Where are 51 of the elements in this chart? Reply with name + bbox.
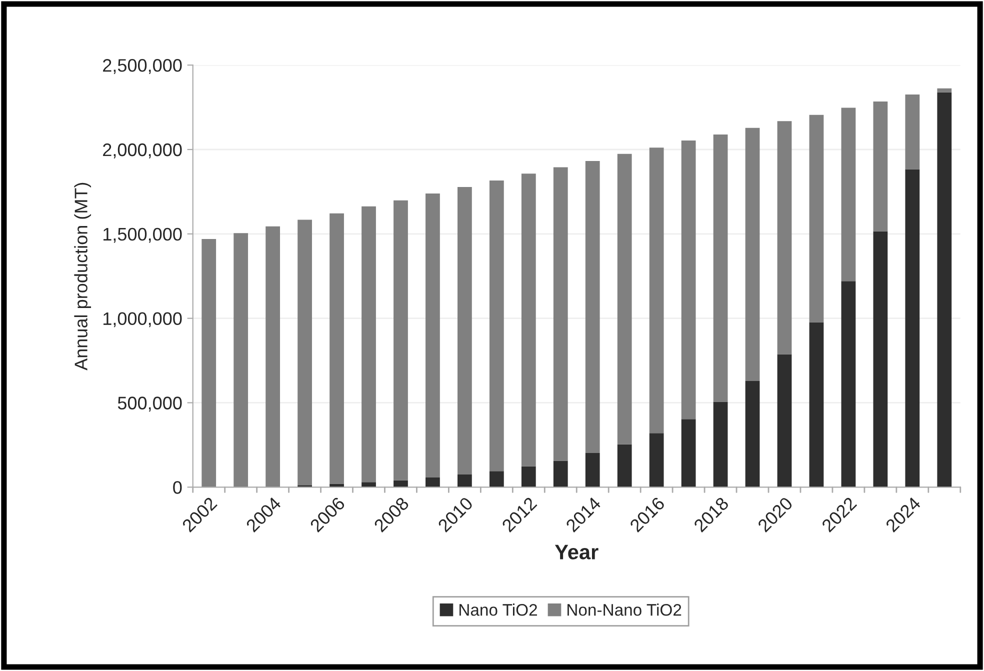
bar bbox=[458, 186, 472, 474]
bar bbox=[585, 160, 600, 454]
bar bbox=[362, 206, 376, 482]
bar bbox=[681, 140, 696, 420]
bar bbox=[905, 94, 920, 170]
bar bbox=[202, 238, 216, 488]
legend-label: Nano TiO2 bbox=[460, 604, 537, 616]
bar bbox=[905, 169, 920, 488]
bar bbox=[841, 281, 856, 488]
bar bbox=[713, 134, 728, 402]
bar bbox=[873, 102, 888, 232]
bar bbox=[937, 92, 952, 488]
y-tick-label: 2,500,000 bbox=[103, 59, 182, 74]
bar bbox=[521, 466, 536, 488]
bar bbox=[234, 233, 248, 488]
y-tick-label: 1,000,000 bbox=[104, 312, 182, 328]
bar bbox=[330, 213, 344, 484]
x-axis-title: Year bbox=[554, 544, 598, 560]
bar bbox=[394, 200, 408, 480]
bar bbox=[649, 433, 664, 488]
bar bbox=[681, 419, 696, 488]
bar bbox=[617, 444, 632, 488]
bar bbox=[298, 220, 312, 486]
bar bbox=[745, 128, 760, 381]
bar bbox=[489, 180, 504, 472]
y-tick-label: 0 bbox=[173, 481, 182, 494]
bar bbox=[426, 194, 440, 478]
bar bbox=[553, 167, 568, 461]
y-tick-label: 1,500,000 bbox=[104, 228, 182, 243]
bar bbox=[426, 478, 440, 488]
bar bbox=[777, 354, 792, 488]
bar bbox=[873, 231, 888, 488]
bar bbox=[489, 471, 504, 488]
y-axis-title: Annual production (MT) bbox=[74, 182, 92, 370]
bar bbox=[458, 474, 472, 488]
bar bbox=[713, 402, 728, 488]
legend-label: Non-Nano TiO2 bbox=[568, 604, 682, 616]
bar bbox=[841, 108, 856, 282]
bar bbox=[585, 453, 600, 488]
y-tick-label: 500,000 bbox=[118, 396, 182, 412]
bar bbox=[809, 322, 824, 488]
bar bbox=[649, 148, 664, 434]
bar bbox=[617, 154, 632, 444]
bar bbox=[809, 114, 824, 322]
bar bbox=[777, 121, 792, 354]
bar bbox=[937, 88, 952, 92]
bar bbox=[745, 380, 760, 488]
y-tick-label: 2,000,000 bbox=[103, 143, 182, 158]
bar bbox=[521, 174, 536, 466]
bar bbox=[553, 460, 568, 488]
bar bbox=[266, 226, 280, 488]
